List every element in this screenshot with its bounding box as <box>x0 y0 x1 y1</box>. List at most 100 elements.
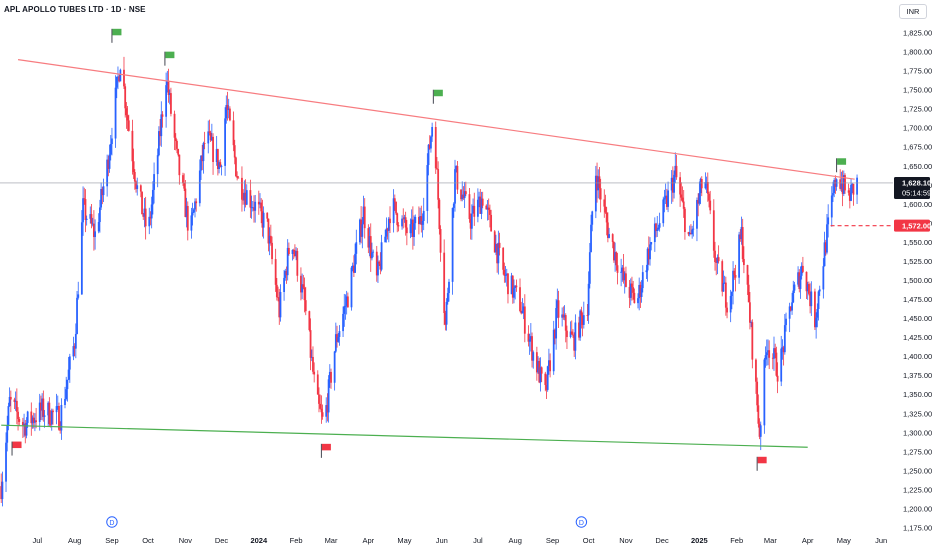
candle-body <box>278 297 281 318</box>
price-tick-label: 1,775.00 <box>903 67 932 76</box>
candle-body <box>814 291 816 328</box>
price-tick-label: 1,375.00 <box>903 371 932 380</box>
candle-body <box>241 177 243 200</box>
candle-body <box>139 185 142 192</box>
candle-body <box>21 421 24 426</box>
candle-body <box>309 330 312 358</box>
candle-body <box>759 425 762 437</box>
candle-body <box>182 175 184 183</box>
candle-body <box>82 198 84 223</box>
candle-body <box>167 80 170 95</box>
candle-body <box>667 190 669 207</box>
candle-body <box>401 218 403 227</box>
candle-body <box>325 405 328 417</box>
candle-body <box>587 283 590 316</box>
time-tick-label: Apr <box>802 536 814 545</box>
price-tick-label: 1,650.00 <box>903 162 932 171</box>
dividend-badge-label: D <box>109 520 114 527</box>
candle-body <box>251 207 254 209</box>
candle-body <box>704 182 707 189</box>
candle-body <box>513 287 515 298</box>
time-axis[interactable]: Jul Aug Sep Oct Nov Dec 2024 Feb Mar Apr May Jun Jul… <box>33 516 888 545</box>
candle-body <box>498 242 501 248</box>
candle-body <box>841 183 844 194</box>
candle-body <box>749 302 751 323</box>
candle-body <box>114 87 117 139</box>
candle-body <box>546 366 549 390</box>
candle-body <box>675 165 678 178</box>
candle-body <box>436 168 438 170</box>
candle-body <box>487 207 490 210</box>
candle-body <box>824 242 827 253</box>
price-tick-label: 1,325.00 <box>903 409 932 418</box>
symbol-title[interactable]: APL APOLLO TUBES LTD · 1D · NSE <box>4 5 146 14</box>
candle-body <box>92 223 95 238</box>
candle-body <box>481 198 484 206</box>
candle-body <box>456 165 459 190</box>
candle-body <box>417 216 420 225</box>
candle-body <box>342 313 344 332</box>
candle-body <box>434 127 437 169</box>
candle-body <box>203 143 206 144</box>
candle-body <box>84 199 87 221</box>
candle-body <box>35 420 38 422</box>
candle-body <box>816 309 819 318</box>
candle-body <box>97 222 100 232</box>
green-flag-icon <box>837 158 847 165</box>
time-tick-label: 2024 <box>250 536 268 545</box>
candle-body <box>599 188 602 200</box>
candle-body <box>827 217 830 225</box>
candle-body <box>549 360 552 372</box>
candle-body <box>503 269 506 276</box>
candle-body <box>321 412 324 417</box>
candle-body <box>646 248 649 271</box>
candle-body <box>368 236 371 248</box>
candle-body <box>452 203 455 208</box>
candle-body <box>535 352 538 373</box>
candle-body <box>625 273 627 287</box>
candle-body <box>622 267 625 281</box>
candle-body <box>326 405 329 413</box>
candle-body <box>151 189 154 205</box>
candle-body <box>734 274 737 278</box>
currency-badge[interactable]: INR <box>899 4 927 19</box>
support-trendline <box>1 424 808 448</box>
candle-body <box>776 375 779 382</box>
candle-body <box>490 214 493 232</box>
candle-body <box>539 367 542 383</box>
candle-body <box>708 193 710 201</box>
candle-body <box>788 306 791 319</box>
candle-body <box>336 334 338 342</box>
candle-body <box>740 227 743 240</box>
candle-body <box>832 193 834 196</box>
candle-body <box>392 198 395 224</box>
candle-body <box>468 194 471 220</box>
time-tick-label: Nov <box>619 536 633 545</box>
candle-body <box>419 216 422 225</box>
candle-body <box>797 272 799 285</box>
candle-body <box>177 148 180 155</box>
candle-body <box>847 190 850 193</box>
candle-body <box>210 136 213 141</box>
candle-body <box>91 223 94 225</box>
candle-body <box>809 293 812 307</box>
price-tick-label: 1,700.00 <box>903 124 932 133</box>
time-tick-label: Apr <box>363 536 375 545</box>
candle-body <box>144 208 147 227</box>
candle-body <box>470 213 473 229</box>
candle-body <box>430 136 432 149</box>
candle-body <box>679 177 682 195</box>
candle-body <box>402 218 405 220</box>
candle-body <box>227 108 230 111</box>
candle-body <box>463 191 466 199</box>
candle-body <box>100 188 103 208</box>
candle-body <box>545 385 548 390</box>
candle-body <box>493 231 496 253</box>
candle-body <box>791 302 793 311</box>
time-tick-label: Mar <box>764 536 777 545</box>
time-tick-label: Aug <box>509 536 522 545</box>
price-axis[interactable]: 1,825.00 1,800.00 1,775.00 1,750.00 1,725.00… <box>903 29 932 533</box>
candle-body <box>14 400 17 403</box>
candle-body <box>462 194 465 199</box>
